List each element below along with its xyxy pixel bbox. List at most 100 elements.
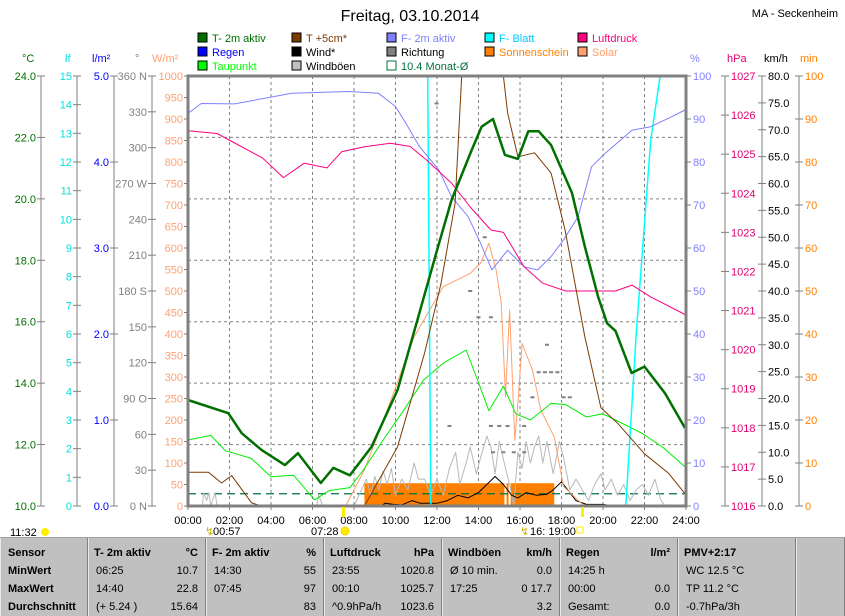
series-luftdruck bbox=[188, 130, 686, 315]
axis-tick-label: 1018 bbox=[731, 423, 755, 435]
legend-swatch-icon bbox=[577, 32, 588, 43]
axis-tick-label: 1019 bbox=[731, 384, 755, 396]
axis-press: hPa 1016 1017 1018 1019 1020 1021 1022 1023 1024 1… bbox=[721, 53, 755, 513]
axis-tick-label: 15 bbox=[60, 71, 72, 83]
axis-tick-label: 300 bbox=[129, 143, 147, 155]
axis-tick-label: 40 bbox=[693, 329, 705, 341]
table-cell-value: 83 bbox=[303, 601, 316, 613]
legend-item: Windböen bbox=[291, 60, 356, 73]
axis-tick-label: 360 N bbox=[118, 71, 147, 83]
axis-solar: W/m² 0 50 100 150 200 250 300 350 400 450 500 550 600… bbox=[152, 53, 188, 513]
table-cell: Ø 10 min. bbox=[450, 565, 498, 577]
axis-tick-label: 0 bbox=[177, 501, 183, 513]
legend: T- 2m aktiv T +5cm* F- 2m aktiv F- Blatt Luf… bbox=[197, 32, 638, 73]
legend-swatch-icon bbox=[484, 32, 495, 43]
x-tick-label: 06:00 bbox=[299, 515, 327, 527]
axis-tick-label: 350 bbox=[165, 351, 183, 363]
x-tick-label: 16:00 bbox=[506, 515, 534, 527]
table-header: Luftdruck bbox=[330, 547, 381, 559]
axis-tick-label: 330 bbox=[129, 107, 147, 119]
axis-tick-label: 1000 bbox=[159, 71, 183, 83]
axis-tick-label: 1025 bbox=[731, 149, 755, 161]
table-column bbox=[796, 538, 845, 616]
axis-tick-label: 70 bbox=[693, 200, 705, 212]
table-column bbox=[206, 538, 324, 616]
legend-swatch-icon bbox=[577, 46, 588, 57]
table-cell: (+ 5.24 ) bbox=[96, 601, 138, 613]
x-tick-label: 02:00 bbox=[216, 515, 244, 527]
axis-tick-label: 50 bbox=[171, 480, 183, 492]
sunshine-bar bbox=[506, 483, 509, 506]
axis-tick-label: 16.0 bbox=[15, 317, 36, 329]
legend-label: F- 2m aktiv bbox=[401, 33, 456, 45]
axis-tick-label: 5.0 bbox=[94, 71, 109, 83]
x-tick-label: 12:00 bbox=[423, 515, 451, 527]
series-windb-en bbox=[188, 435, 686, 506]
axis-tick-label: 60 bbox=[805, 243, 817, 255]
legend-label: Wind* bbox=[306, 47, 336, 59]
legend-label: Luftdruck bbox=[592, 33, 638, 45]
legend-label: Solar bbox=[592, 47, 618, 59]
axis-tick-label: 500 bbox=[165, 286, 183, 298]
axis-tick-label: 6 bbox=[66, 329, 72, 341]
axis-tick-label: 20.0 bbox=[15, 194, 36, 206]
axes: °C10.012.014.016.018.020.022.024.0lf0123… bbox=[15, 53, 824, 513]
axis-tick-label: 240 bbox=[129, 214, 147, 226]
axis-tick-label: 20 bbox=[805, 415, 817, 427]
axis-tick-label: 1021 bbox=[731, 306, 755, 318]
legend-label: T +5cm* bbox=[306, 33, 348, 45]
table-cell: 23:55 bbox=[332, 565, 360, 577]
table-header: T- 2m aktiv bbox=[94, 547, 151, 559]
table-cell-value: 0.0 bbox=[654, 583, 670, 595]
axis-tick-label: 11 bbox=[61, 186, 72, 198]
sunset-icon: ↯ bbox=[520, 526, 529, 537]
axis-tick-label: 0 bbox=[805, 501, 811, 513]
table-cell: Gesamt: bbox=[568, 601, 610, 613]
statistics-table: Sensor T- 2m aktiv °C F- 2m aktiv% Luftdruck… bbox=[0, 537, 845, 616]
sunset-marker bbox=[581, 507, 584, 517]
axis-tick-label: 150 bbox=[129, 322, 147, 334]
table-header-unit: °C bbox=[185, 547, 198, 559]
table-header: Regen bbox=[566, 547, 600, 559]
legend-swatch-icon bbox=[197, 46, 208, 57]
direction-point bbox=[434, 102, 439, 105]
axis-tick-label: 9 bbox=[66, 243, 72, 255]
sunrise-marker bbox=[342, 507, 345, 517]
table-cell-value: 0.0 bbox=[536, 565, 552, 577]
table-cell-value: 1020.8 bbox=[400, 565, 434, 577]
table-cell-value: 0 17.7 bbox=[521, 583, 552, 595]
axis-tick-label: 30.0 bbox=[768, 340, 789, 352]
series-solar bbox=[188, 242, 686, 506]
axis-tick-label: 1017 bbox=[731, 462, 755, 474]
axis-min: min 0 10 20 30 40 50 60 70 80 90 100 bbox=[795, 53, 823, 513]
axis-unit-label: hPa bbox=[727, 53, 747, 65]
table-cell-value: 1023.6 bbox=[400, 601, 434, 613]
x-tick-label: 24:00 bbox=[672, 515, 700, 527]
legend-item: Sonnenschein bbox=[484, 46, 569, 59]
table-header: PMV+2:17 bbox=[684, 547, 737, 559]
direction-point bbox=[488, 316, 493, 319]
table-cell: 17:25 bbox=[450, 583, 478, 595]
axis-tick-label: 80.0 bbox=[768, 71, 789, 83]
axis-dir: ° 0 N 30 60 90 O 120 150 180 S 210 240 270 W 300 330… bbox=[115, 53, 156, 513]
x-tick-label: 14:00 bbox=[465, 515, 493, 527]
axis-tick-label: 20.0 bbox=[768, 394, 789, 406]
axis-tick-label: 950 bbox=[165, 93, 183, 105]
axis-tick-label: 150 bbox=[165, 437, 183, 449]
table-cell: ^0.9hPa/h bbox=[332, 601, 382, 613]
legend-label: Windböen bbox=[306, 61, 356, 73]
plot-area bbox=[188, 76, 686, 506]
axis-tick-label: 5.0 bbox=[768, 474, 783, 486]
axis-unit-label: l/m² bbox=[92, 53, 111, 65]
sun-icon bbox=[340, 526, 350, 536]
axis-tick-label: 13 bbox=[60, 128, 72, 140]
direction-point bbox=[491, 451, 496, 454]
sun-a-time: 00:57 bbox=[213, 526, 241, 537]
axis-tick-label: 50 bbox=[693, 286, 705, 298]
axis-tick-label: 10.0 bbox=[15, 501, 36, 513]
table-row-label: MaxWert bbox=[8, 583, 54, 595]
axis-tick-label: 550 bbox=[165, 265, 183, 277]
direction-point bbox=[530, 396, 535, 399]
x-tick-label: 18:00 bbox=[548, 515, 576, 527]
